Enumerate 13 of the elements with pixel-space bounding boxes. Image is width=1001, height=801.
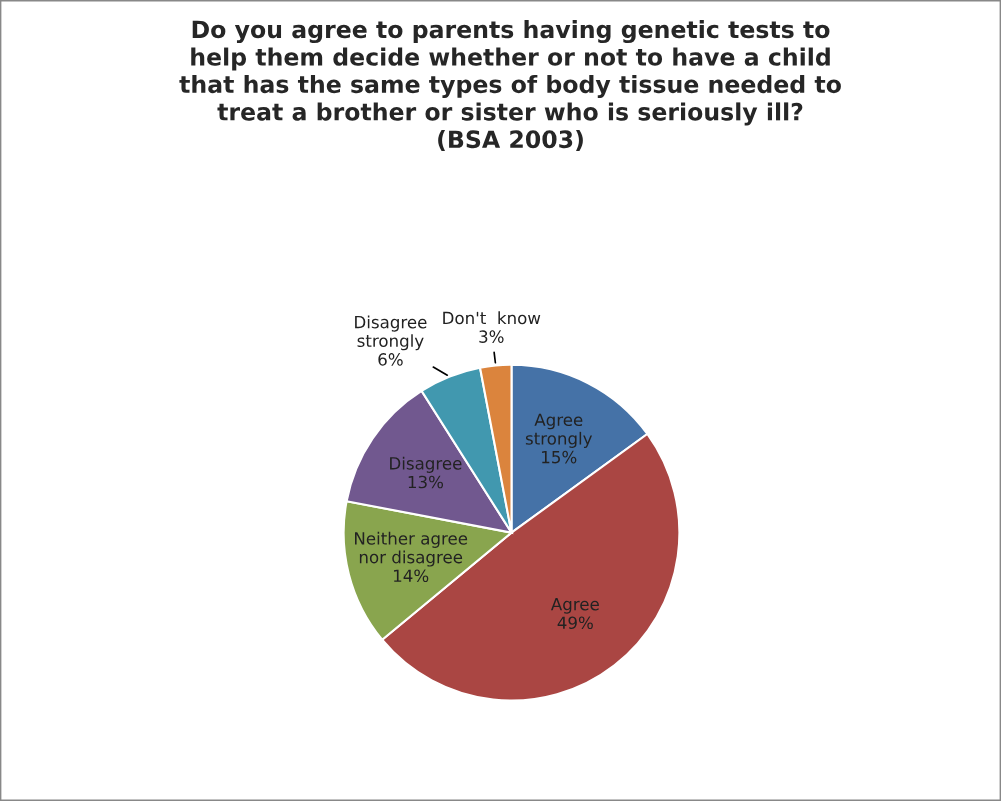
data-label: 6% bbox=[378, 353, 403, 366]
slice-label: Disagree strongly bbox=[355, 315, 427, 351]
slice-label: Agree strongly bbox=[525, 413, 593, 448]
chart-title: Do you agree to parents having genetic tests to help them decide whether or not to have a child that has the same types of body tissue needed to treat a brother or sister who is seriously ill? (BSA 2003) bbox=[179, 20, 841, 151]
slice-label: Agree bbox=[550, 598, 599, 614]
slice-label: Disagree bbox=[390, 456, 462, 473]
data-label: 49% bbox=[557, 616, 593, 630]
data-label: 3% bbox=[479, 330, 504, 343]
data-label: 13% bbox=[408, 475, 444, 489]
slice-label: Neither agree nor disagree bbox=[355, 531, 468, 567]
data-label: 15% bbox=[542, 450, 577, 464]
data-label: 14% bbox=[394, 569, 429, 583]
slice-label: Don't know bbox=[443, 311, 541, 325]
